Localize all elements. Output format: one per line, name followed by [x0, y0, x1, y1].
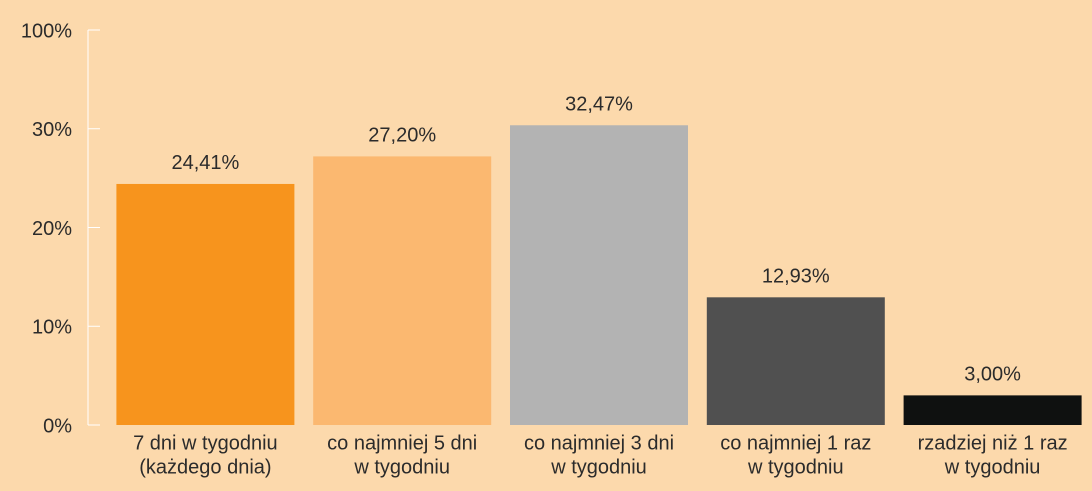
x-tick-label: (każdego dnia)	[139, 456, 271, 478]
value-label: 32,47%	[565, 94, 633, 116]
x-tick-label: co najmniej 1 raz	[720, 432, 871, 454]
value-label: 24,41%	[171, 152, 239, 174]
bar	[313, 156, 492, 425]
bar	[903, 395, 1082, 425]
value-label: 3,00%	[964, 364, 1021, 386]
value-label: 12,93%	[762, 266, 830, 288]
x-tick-label: w tygodniu	[944, 456, 1041, 478]
value-label: 27,20%	[368, 125, 436, 147]
x-tick-label: co najmniej 3 dni	[524, 432, 674, 454]
y-tick-label: 20%	[32, 218, 72, 240]
x-tick-label: co najmniej 5 dni	[327, 432, 477, 454]
y-tick-label: 0%	[43, 415, 72, 437]
x-tick-label: 7 dni w tygodniu	[133, 432, 278, 454]
x-tick-label: w tygodniu	[353, 456, 450, 478]
y-tick-label: 10%	[32, 317, 72, 339]
x-tick-label: w tygodniu	[747, 456, 844, 478]
x-tick-label: w tygodniu	[550, 456, 647, 478]
bar	[706, 297, 885, 425]
y-tick-label: 30%	[32, 119, 72, 141]
bar	[116, 183, 295, 425]
bar	[510, 125, 688, 425]
x-tick-label: rzadziej niż 1 raz	[918, 432, 1068, 454]
y-tick-label: 100%	[21, 20, 72, 42]
